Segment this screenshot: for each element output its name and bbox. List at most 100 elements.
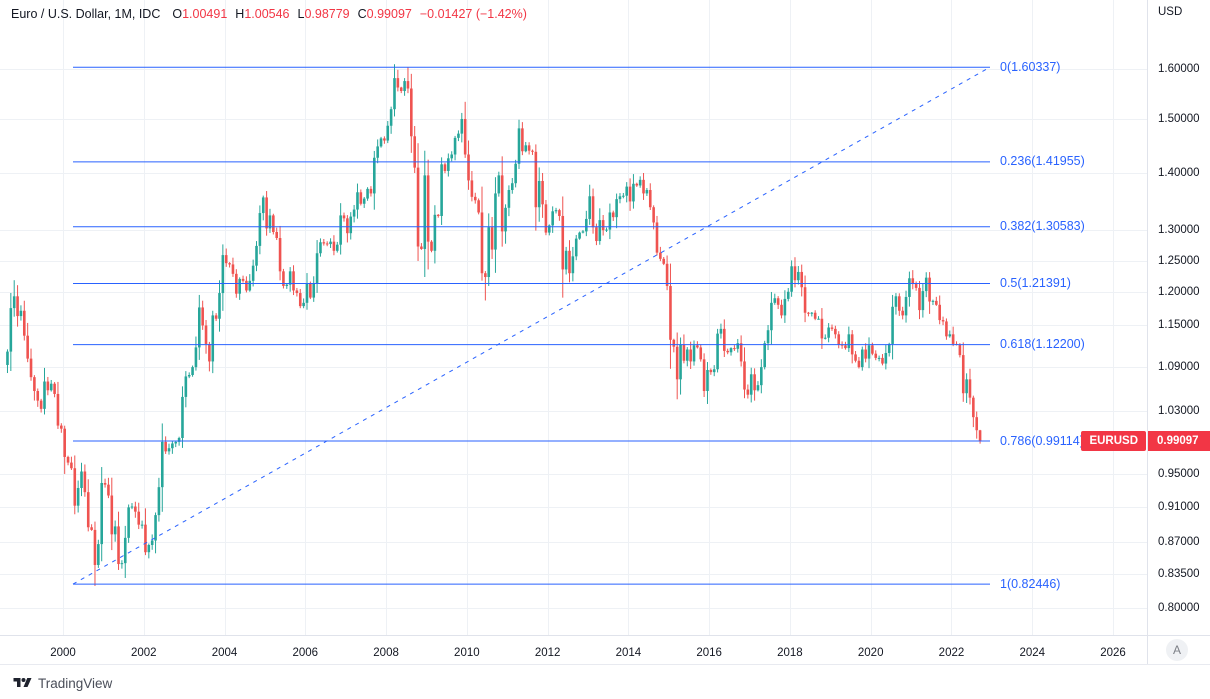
candle-body: [948, 334, 952, 337]
candle-body: [881, 357, 884, 364]
candle-body: [302, 302, 305, 307]
year-tick-2014: 2014: [615, 647, 642, 659]
fib-level-label-0.786: 0.786(0.99114): [1000, 433, 1084, 448]
candle-body: [393, 78, 396, 110]
candle-body: [238, 278, 241, 294]
candle-body: [736, 343, 740, 349]
candle-body: [480, 212, 484, 274]
candle-body: [43, 381, 46, 409]
candlestick-chart: [0, 0, 1147, 635]
time-axis[interactable]: 2000 2002 2004 2006 2008 2010 2012 2014 2016 2018…: [0, 636, 1147, 664]
candle-body: [972, 397, 975, 418]
fib-level-label-0.5: 0.5(1.21391): [1000, 275, 1071, 290]
tradingview-logo-icon[interactable]: [13, 676, 32, 690]
high-label: H: [235, 7, 245, 21]
candle-body: [598, 220, 602, 242]
candle-body: [733, 348, 736, 350]
candle-body: [548, 225, 551, 233]
candle-body: [127, 507, 130, 538]
candle-body: [813, 312, 817, 319]
year-tick-2018: 2018: [777, 647, 803, 659]
candle-body: [568, 250, 571, 274]
candle-body: [90, 527, 93, 530]
candle-body: [625, 186, 629, 196]
fib-level-label-0.618: 0.618(1.12200): [1000, 337, 1085, 352]
currency-label: USD: [1158, 6, 1183, 18]
candle-body: [433, 214, 437, 251]
candle-body: [56, 393, 60, 426]
candle-body: [706, 369, 709, 392]
price-axis[interactable]: USD 1.60000 1.50000 1.40000 1.30000 1.25000 1…: [1148, 0, 1210, 664]
candle-body: [564, 250, 568, 270]
candle-body: [729, 348, 733, 353]
year-tick-2020: 2020: [857, 647, 884, 659]
tradingview-logo-text[interactable]: TradingView: [38, 675, 113, 691]
price-tick-0.95000: 0.95000: [1158, 467, 1200, 480]
candle-body: [800, 271, 804, 288]
candle-body: [86, 492, 90, 528]
candle-body: [137, 511, 141, 525]
candle-body: [70, 462, 73, 469]
candle-body: [187, 375, 191, 377]
candle-body: [551, 211, 554, 226]
candle-body: [820, 318, 824, 339]
candle-body: [9, 308, 13, 352]
candle-body: [19, 310, 23, 317]
candle-body: [770, 302, 773, 331]
candle-body: [561, 215, 565, 270]
price-tick-1.03000: 1.03000: [1158, 405, 1200, 418]
candle-body: [618, 196, 622, 200]
candle-body: [760, 367, 763, 386]
chart-pane[interactable]: Euro / U.S. Dollar, 1M, IDC O1.00491 H1.00…: [0, 0, 1147, 635]
fib-level-label-1: 1(0.82446): [1000, 576, 1061, 591]
close-value: 0.99097: [366, 7, 412, 21]
candle-body: [396, 78, 400, 88]
candle-body: [611, 212, 615, 218]
symbol-title[interactable]: Euro / U.S. Dollar, 1M, IDC: [11, 7, 161, 21]
candle-body: [965, 379, 968, 394]
candle-body: [211, 315, 215, 362]
candle-body: [790, 266, 793, 292]
candle-body: [33, 377, 36, 392]
candle-body: [63, 428, 66, 457]
candle-body: [628, 186, 632, 202]
candle-body: [968, 379, 972, 398]
candle-body: [756, 385, 760, 391]
candle-body: [332, 241, 336, 251]
candle-body: [12, 296, 16, 309]
candle-body: [157, 487, 161, 516]
candle-body: [723, 328, 726, 351]
candle-body: [22, 310, 26, 336]
candle-body: [214, 315, 218, 319]
candle-body: [100, 483, 104, 545]
candle-body: [958, 344, 962, 356]
candle-body: [134, 506, 137, 512]
candle-body: [113, 526, 117, 535]
candle-body: [867, 345, 871, 359]
candle-body: [877, 357, 881, 359]
a-button[interactable]: A: [1166, 639, 1188, 661]
candle-body: [76, 487, 80, 506]
candle-body: [440, 164, 443, 216]
year-tick-2016: 2016: [696, 647, 722, 659]
open-value: 1.00491: [182, 7, 228, 21]
candle-body: [652, 207, 655, 223]
candle-body: [860, 349, 864, 368]
candle-body: [595, 227, 598, 242]
candle-body: [450, 154, 454, 159]
candle-body: [685, 349, 689, 361]
candle-body: [298, 293, 302, 307]
candle-body: [484, 273, 487, 278]
candle-body: [272, 215, 275, 232]
year-tick-2008: 2008: [373, 647, 399, 659]
candle-body: [581, 231, 585, 233]
candle-body: [359, 192, 363, 204]
candle-body: [201, 307, 204, 326]
candle-body: [275, 231, 279, 239]
candle-body: [521, 128, 524, 152]
open-label: O: [172, 7, 183, 21]
candle-body: [403, 81, 406, 92]
candle-body: [945, 321, 948, 337]
price-tick-0.87000: 0.87000: [1158, 536, 1200, 549]
